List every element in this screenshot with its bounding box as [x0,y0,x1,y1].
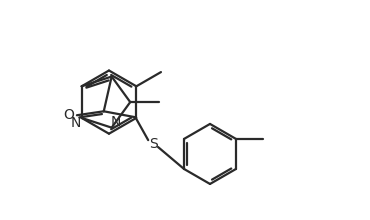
Text: N: N [71,116,81,130]
Text: O: O [64,108,74,122]
Text: N: N [110,115,121,129]
Text: S: S [149,137,158,151]
